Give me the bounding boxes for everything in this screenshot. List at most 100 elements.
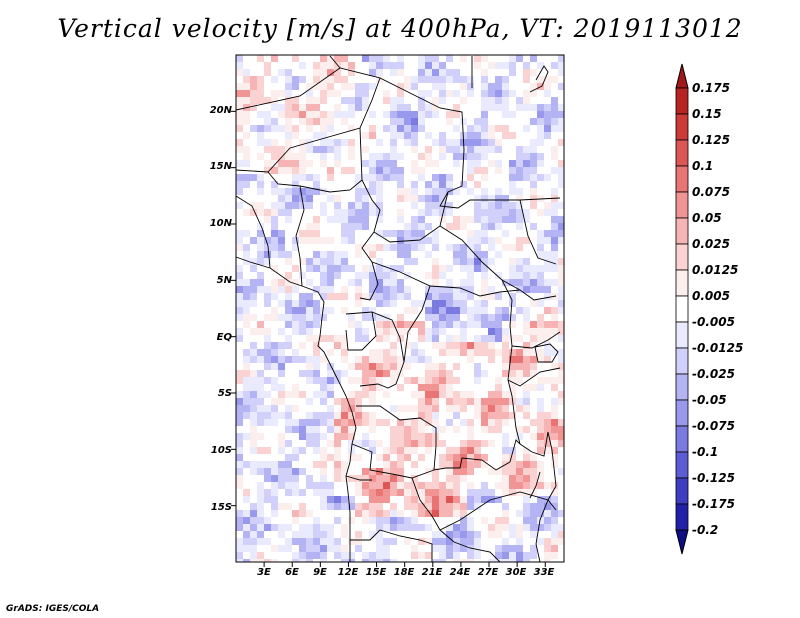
field-cell <box>355 482 362 489</box>
field-cell <box>278 230 285 237</box>
field-cell <box>495 426 502 433</box>
field-cell <box>376 489 383 496</box>
field-cell <box>292 335 299 342</box>
field-cell <box>348 531 355 538</box>
field-cell <box>278 468 285 475</box>
field-cell <box>313 258 320 265</box>
field-cell <box>425 55 432 62</box>
field-cell <box>341 265 348 272</box>
field-cell <box>453 440 460 447</box>
field-cell <box>418 370 425 377</box>
field-cell <box>369 335 376 342</box>
field-cell <box>271 489 278 496</box>
field-cell <box>390 384 397 391</box>
field-cell <box>502 202 509 209</box>
field-cell <box>341 230 348 237</box>
field-cell <box>271 412 278 419</box>
field-cell <box>551 524 558 531</box>
field-cell <box>250 440 257 447</box>
field-cell <box>362 307 369 314</box>
field-cell <box>502 62 509 69</box>
field-cell <box>551 454 558 461</box>
field-cell <box>502 412 509 419</box>
field-cell <box>474 405 481 412</box>
field-cell <box>271 461 278 468</box>
field-cell <box>509 62 516 69</box>
field-cell <box>432 62 439 69</box>
field-cell <box>243 209 250 216</box>
field-cell <box>495 454 502 461</box>
field-cell <box>495 335 502 342</box>
field-cell <box>544 307 551 314</box>
field-cell <box>432 384 439 391</box>
field-cell <box>327 398 334 405</box>
field-cell <box>474 531 481 538</box>
field-cell <box>516 412 523 419</box>
field-cell <box>453 363 460 370</box>
field-cell <box>397 125 404 132</box>
border-line <box>519 431 549 457</box>
field-cell <box>292 391 299 398</box>
field-cell <box>502 279 509 286</box>
field-cell <box>467 258 474 265</box>
field-cell <box>558 447 564 454</box>
field-cell <box>495 265 502 272</box>
field-cell <box>264 244 271 251</box>
field-cell <box>264 475 271 482</box>
border-line <box>507 367 561 387</box>
field-cell <box>481 118 488 125</box>
field-cell <box>355 216 362 223</box>
field-cell <box>432 139 439 146</box>
field-cell <box>285 370 292 377</box>
field-cell <box>299 475 306 482</box>
field-cell <box>460 419 467 426</box>
field-cell <box>278 510 285 517</box>
field-cell <box>250 447 257 454</box>
field-cell <box>299 181 306 188</box>
field-cell <box>404 202 411 209</box>
field-cell <box>502 237 509 244</box>
field-cell <box>502 377 509 384</box>
field-cell <box>243 153 250 160</box>
field-cell <box>390 552 397 559</box>
field-cell <box>243 545 250 552</box>
field-cell <box>425 328 432 335</box>
field-cell <box>348 405 355 412</box>
field-cell <box>495 328 502 335</box>
field-cell <box>292 321 299 328</box>
field-cell <box>432 510 439 517</box>
field-cell <box>439 104 446 111</box>
field-cell <box>474 468 481 475</box>
field-cell <box>502 314 509 321</box>
field-cell <box>432 475 439 482</box>
field-cell <box>257 272 264 279</box>
border-line <box>439 529 501 563</box>
field-cell <box>418 461 425 468</box>
field-cell <box>250 146 257 153</box>
field-cell <box>530 524 537 531</box>
field-cell <box>278 433 285 440</box>
field-cell <box>418 160 425 167</box>
field-cell <box>481 153 488 160</box>
field-cell <box>257 174 264 181</box>
field-cell <box>390 244 397 251</box>
field-cell <box>264 209 271 216</box>
field-cell <box>369 223 376 230</box>
field-cell <box>474 251 481 258</box>
field-cell <box>544 188 551 195</box>
field-cell <box>334 510 341 517</box>
field-cell <box>467 496 474 503</box>
field-cell <box>278 132 285 139</box>
field-cell <box>488 335 495 342</box>
field-cell <box>355 419 362 426</box>
field-cell <box>544 265 551 272</box>
field-cell <box>362 412 369 419</box>
field-cell <box>299 524 306 531</box>
field-cell <box>404 559 411 562</box>
field-cell <box>299 447 306 454</box>
field-cell <box>236 405 243 412</box>
field-cell <box>348 279 355 286</box>
field-cell <box>495 286 502 293</box>
field-cell <box>292 447 299 454</box>
field-cell <box>439 195 446 202</box>
